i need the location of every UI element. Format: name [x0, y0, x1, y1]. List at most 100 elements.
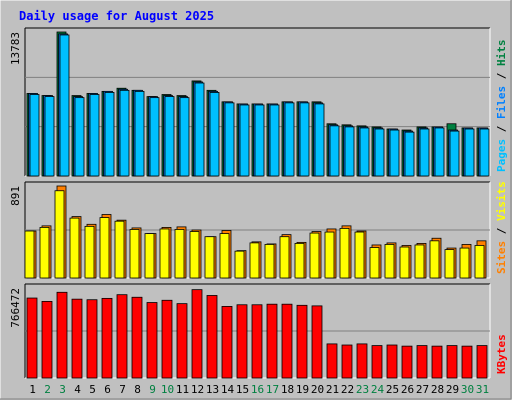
- kbytes-panel: [24, 283, 491, 379]
- visits-bar: [309, 232, 320, 279]
- pages-bar: [179, 97, 190, 177]
- pages-bar: [149, 97, 160, 177]
- pages-bar: [209, 92, 220, 177]
- visits-bar: [189, 231, 200, 279]
- x-tick-label: 31: [476, 383, 489, 396]
- kbytes-bar: [266, 303, 278, 379]
- kbytes-bar: [236, 304, 248, 379]
- pages-bar: [329, 125, 340, 177]
- x-tick-label: 7: [119, 383, 126, 396]
- visits-bar: [114, 220, 125, 279]
- x-tick-label: 13: [206, 383, 219, 396]
- x-tick-label: 25: [386, 383, 399, 396]
- x-tick-label: 12: [191, 383, 204, 396]
- y-max-label-sites: 891: [9, 186, 22, 206]
- hits-files-pages-panel: [24, 27, 491, 177]
- visits-bar: [159, 228, 170, 279]
- visits-bar: [69, 217, 80, 279]
- visits-bar: [399, 246, 410, 279]
- chart-title: Daily usage for August 2025: [19, 9, 214, 23]
- visits-bar: [279, 236, 290, 279]
- pages-bar: [464, 128, 475, 177]
- x-tick-label: 2: [44, 383, 51, 396]
- legend-separator: /: [495, 221, 508, 241]
- x-tick-label: 30: [461, 383, 474, 396]
- y-max-label-kbytes: 766472: [9, 288, 22, 328]
- visits-bar: [414, 244, 425, 279]
- visits-bar: [384, 244, 395, 279]
- pages-bar: [164, 96, 175, 177]
- x-tick-label: 3: [59, 383, 66, 396]
- pages-bar: [269, 104, 280, 177]
- kbytes-bar: [206, 295, 218, 379]
- pages-bar: [314, 103, 325, 177]
- visits-bar: [444, 249, 455, 279]
- kbytes-bar: [296, 304, 308, 379]
- pages-bar: [389, 129, 400, 177]
- x-tick-label: 28: [431, 383, 444, 396]
- pages-bar: [104, 92, 115, 177]
- visits-bar: [429, 240, 440, 279]
- pages-bar: [29, 94, 40, 177]
- kbytes-bar: [221, 306, 233, 379]
- kbytes-bar: [326, 343, 338, 379]
- visits-bar: [264, 244, 275, 279]
- x-tick-label: 27: [416, 383, 429, 396]
- kbytes-bar: [161, 299, 173, 379]
- sites-visits-panel: [24, 181, 491, 279]
- pages-bar: [134, 90, 145, 177]
- x-tick-label: 29: [446, 383, 459, 396]
- x-tick-label: 23: [356, 383, 369, 396]
- x-tick-label: 4: [74, 383, 81, 396]
- pages-bar: [239, 104, 250, 177]
- legend-hits-files-pages: Pages / Files / Hits: [495, 40, 508, 173]
- y-max-label-hits: 13783: [9, 32, 22, 65]
- visits-bar: [174, 229, 185, 279]
- pages-bar: [419, 128, 430, 177]
- x-tick-label: 14: [221, 383, 235, 396]
- legend-separator: /: [495, 66, 508, 86]
- kbytes-bar: [101, 297, 113, 379]
- kbytes-bar: [371, 345, 383, 379]
- pages-bar: [74, 97, 85, 177]
- x-tick-label: 19: [296, 383, 309, 396]
- pages-bar: [119, 89, 130, 177]
- legend-files: Files: [495, 86, 508, 119]
- pages-bar: [284, 102, 295, 177]
- kbytes-bar: [431, 345, 443, 379]
- visits-bar: [369, 247, 380, 279]
- legend-separator: /: [495, 119, 508, 139]
- visits-bar: [249, 242, 260, 279]
- visits-bar: [324, 231, 335, 279]
- pages-bar: [254, 104, 265, 177]
- kbytes-bar: [26, 297, 38, 379]
- pages-bar: [449, 130, 460, 177]
- x-tick-label: 21: [326, 383, 339, 396]
- kbytes-bar: [476, 345, 488, 379]
- kbytes-bar: [116, 294, 128, 379]
- legend-visits: Visits: [495, 181, 508, 221]
- x-tick-label: 17: [266, 383, 279, 396]
- legend-kbytes: KBytes: [495, 334, 508, 374]
- pages-bar: [299, 102, 310, 177]
- visits-bar: [339, 228, 350, 279]
- kbytes-bar: [446, 345, 458, 379]
- visits-bar: [129, 229, 140, 279]
- x-tick-label: 15: [236, 383, 249, 396]
- kbytes-bar: [416, 345, 428, 379]
- x-tick-label: 10: [161, 383, 174, 396]
- pages-bar: [359, 127, 370, 177]
- x-tick-label: 16: [251, 383, 264, 396]
- pages-bar: [374, 128, 385, 177]
- legend-hits: Hits: [495, 40, 508, 67]
- x-tick-label: 11: [176, 383, 189, 396]
- pages-bar: [479, 128, 490, 177]
- x-tick-label: 8: [134, 383, 141, 396]
- pages-bar: [404, 131, 415, 177]
- legend-kbytes: KBytes: [495, 334, 508, 374]
- x-tick-label: 9: [149, 383, 156, 396]
- x-tick-label: 1: [29, 383, 36, 396]
- visits-bar: [354, 231, 365, 279]
- kbytes-bar: [176, 303, 188, 379]
- x-tick-label: 6: [104, 383, 111, 396]
